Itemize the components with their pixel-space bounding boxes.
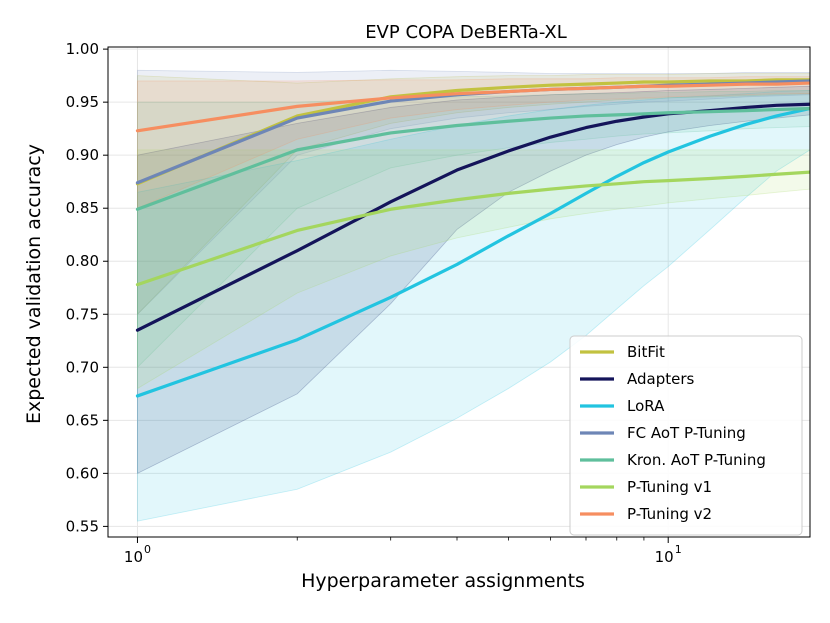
x-tick-label: 10: [655, 548, 674, 566]
x-axis-label: Hyperparameter assignments: [301, 570, 585, 592]
chart-title: EVP COPA DeBERTa-XL: [365, 22, 567, 43]
y-tick-label: 0.80: [66, 252, 99, 270]
legend: BitFit Adapters LoRA FC AoT P-Tuning Kron. A…: [569, 335, 803, 536]
legend-label-fc-aot-p-tuning: FC AoT P-Tuning: [627, 424, 746, 442]
y-axis-ticks: 0.55 0.60 0.65 0.70 0.75 0.80 0.85 0.90 0.95 1.00: [66, 40, 108, 535]
line-adapters: [135, 102, 810, 332]
line-p-tuning-v2: [135, 81, 810, 133]
y-tick-label: 0.95: [66, 93, 99, 111]
band-p-tuning-v1: [137, 149, 810, 390]
line-p-tuning-v1: [135, 170, 810, 287]
line-kron-aot-p-tuning: [135, 106, 810, 211]
y-tick-label: 0.70: [66, 358, 99, 376]
y-tick-label: 0.65: [66, 411, 99, 429]
band-bitfit: [137, 73, 810, 316]
legend-label-lora: LoRA: [627, 397, 665, 415]
legend-label-p-tuning-v2: P-Tuning v2: [627, 505, 712, 523]
y-tick-label: 0.90: [66, 146, 99, 164]
x-axis-ticks: 10 0 10 1: [124, 537, 682, 566]
band-p-tuning-v2: [137, 76, 810, 209]
band-adapters: [137, 85, 810, 475]
y-axis-label: Expected validation accuracy: [23, 144, 45, 424]
band-fc-aot-p-tuning: [137, 69, 810, 316]
legend-label-adapters: Adapters: [627, 370, 695, 388]
y-tick-label: 0.85: [66, 199, 99, 217]
legend-box: [569, 335, 803, 536]
grid-lines: [108, 47, 810, 537]
legend-label-bitfit: BitFit: [627, 343, 665, 361]
x-tick-exponent: 0: [144, 543, 151, 556]
y-tick-label: 0.60: [66, 464, 99, 482]
x-tick-label: 10: [124, 548, 143, 566]
y-tick-label: 0.75: [66, 305, 99, 323]
confidence-bands: [137, 69, 810, 522]
y-tick-label: 1.00: [66, 40, 99, 58]
band-kron-aot-p-tuning: [137, 90, 810, 369]
legend-label-p-tuning-v1: P-Tuning v1: [627, 478, 712, 496]
plot-area-frame: [107, 46, 811, 538]
series-lines: [135, 78, 810, 398]
x-tick-exponent: 1: [675, 543, 682, 556]
band-lora: [137, 90, 810, 522]
legend-label-kron-aot-p-tuning: Kron. AoT P-Tuning: [627, 451, 766, 469]
y-tick-label: 0.55: [66, 517, 99, 535]
